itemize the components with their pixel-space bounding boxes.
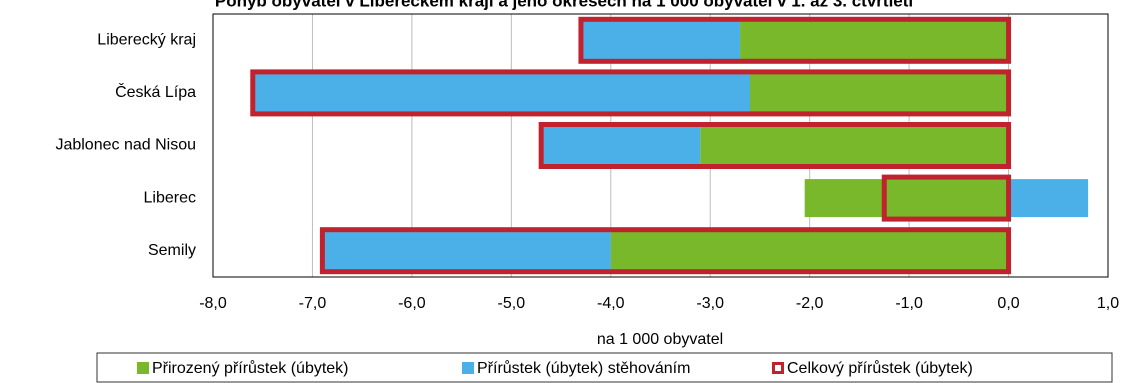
bar bbox=[580, 21, 741, 60]
legend-label: Přírůstek (úbytek) stěhováním bbox=[477, 359, 690, 377]
x-tick-label: -4,0 bbox=[597, 295, 625, 312]
x-tick-label: -7,0 bbox=[299, 295, 327, 312]
legend-box bbox=[96, 352, 1113, 383]
bar bbox=[1008, 179, 1089, 218]
total-outline bbox=[881, 174, 1012, 222]
y-tick-label: Liberec bbox=[144, 189, 196, 206]
legend-marker bbox=[462, 362, 474, 374]
x-tick-label: -1,0 bbox=[895, 295, 923, 312]
plot-border bbox=[212, 13, 1109, 278]
x-axis-title: na 1 000 obyvatel bbox=[597, 331, 723, 348]
bar bbox=[750, 73, 1009, 112]
x-tick-label: -2,0 bbox=[796, 295, 824, 312]
chart-title: Pohyb obyvatel v Libereckém kraji a jeho… bbox=[215, 0, 915, 10]
bar bbox=[252, 73, 750, 112]
bar bbox=[700, 126, 1009, 165]
x-tick-label: -5,0 bbox=[498, 295, 526, 312]
y-tick-label: Česká Lípa bbox=[115, 82, 196, 101]
legend-marker bbox=[772, 362, 784, 374]
bar bbox=[610, 231, 1009, 270]
y-tick-label: Liberecký kraj bbox=[97, 32, 196, 49]
x-tick-label: 1,0 bbox=[1097, 295, 1119, 312]
y-tick-label: Jablonec nad Nisou bbox=[55, 137, 196, 154]
x-tick-label: -3,0 bbox=[696, 295, 724, 312]
x-tick-label: 0,0 bbox=[997, 295, 1019, 312]
legend-label: Přirozený přírůstek (úbytek) bbox=[152, 359, 349, 377]
legend-label: Celkový přírůstek (úbytek) bbox=[787, 359, 973, 377]
bar bbox=[740, 21, 1009, 60]
total-outline bbox=[319, 227, 1012, 275]
total-outline bbox=[538, 122, 1012, 169]
x-tick-label: -6,0 bbox=[398, 295, 426, 312]
y-tick-label: Semily bbox=[148, 242, 196, 259]
total-outline bbox=[250, 69, 1012, 117]
bar bbox=[322, 231, 611, 270]
legend-marker bbox=[137, 362, 149, 374]
bar bbox=[804, 179, 1009, 218]
x-tick-label: -8,0 bbox=[199, 295, 227, 312]
bar bbox=[541, 126, 701, 165]
total-outline bbox=[578, 16, 1012, 64]
